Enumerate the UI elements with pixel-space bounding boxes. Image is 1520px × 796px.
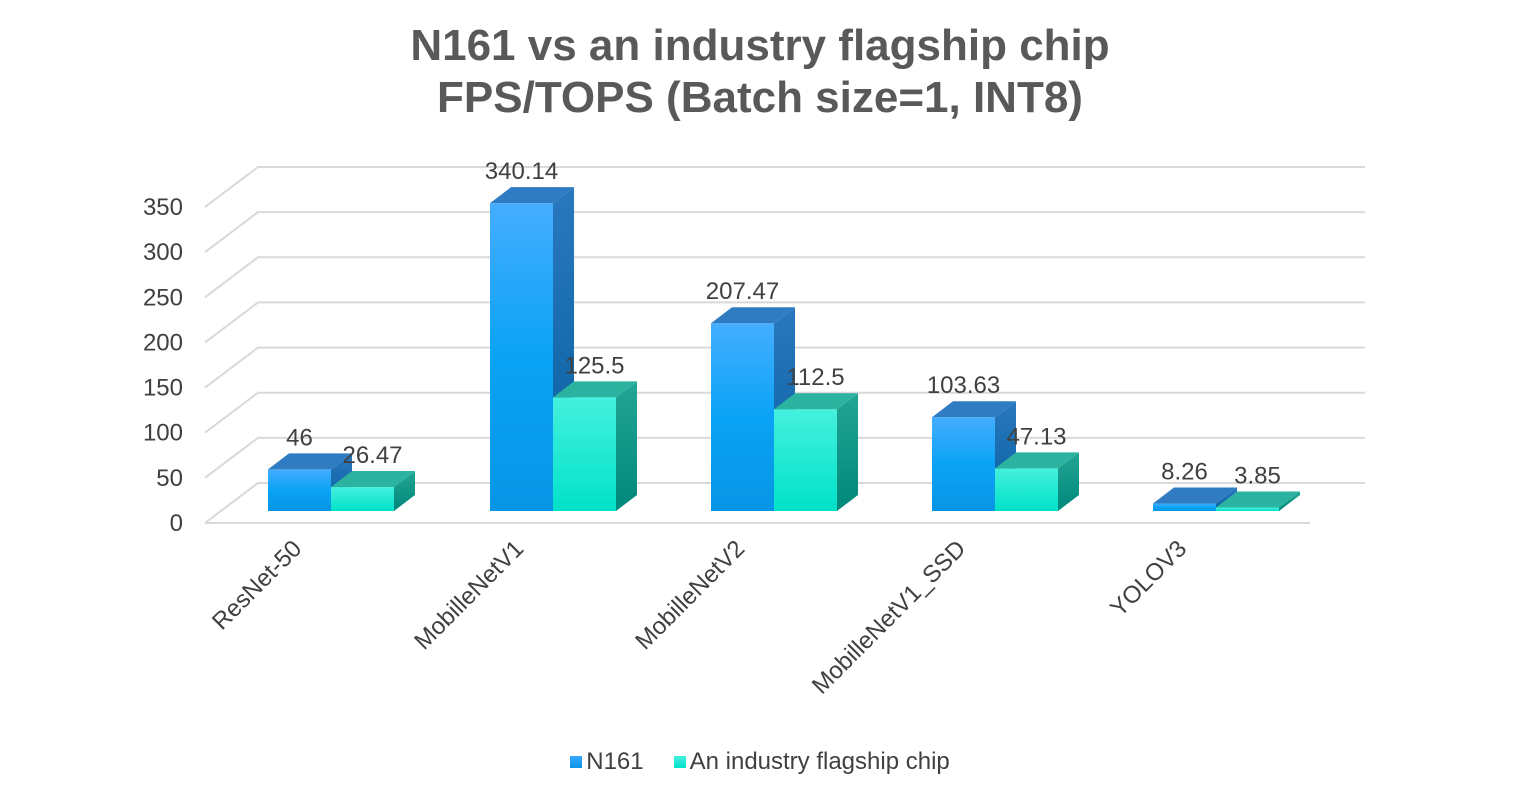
x-tick-label: YOLOV3 xyxy=(1105,535,1192,622)
x-tick-label: MobilleNetV2 xyxy=(630,535,750,655)
bar-top xyxy=(553,381,637,398)
data-label: 46 xyxy=(286,424,313,451)
data-label: 125.5 xyxy=(564,352,624,379)
bar-flagship xyxy=(553,397,616,511)
bar-top xyxy=(932,401,1016,418)
x-tick-label: MobilleNetV1 xyxy=(409,535,529,655)
bar-flagship xyxy=(331,487,394,511)
legend-item-n161: N161 xyxy=(570,748,644,776)
bar-top xyxy=(774,393,858,410)
bar-top xyxy=(331,471,415,488)
data-label: 340.14 xyxy=(485,158,558,185)
bar-side xyxy=(1058,452,1079,511)
legend-swatch-flagship xyxy=(673,756,686,768)
bar-top xyxy=(490,187,574,204)
bar-n161 xyxy=(490,203,553,512)
bar-top xyxy=(1216,491,1300,508)
bar-side xyxy=(1279,491,1300,511)
legend-swatch-n161 xyxy=(570,756,583,768)
chart-title-line-2: FPS/TOPS (Batch size=1, INT8) xyxy=(437,73,1083,122)
gridline xyxy=(204,211,1365,253)
bar-n161 xyxy=(711,323,774,511)
bar-flagship xyxy=(1216,507,1279,511)
data-label: 112.5 xyxy=(786,364,844,391)
data-label: 207.47 xyxy=(706,278,779,305)
y-tick-label: 150 xyxy=(143,375,183,402)
bar-top xyxy=(268,453,352,470)
bar-top xyxy=(711,307,795,324)
bar-flagship xyxy=(774,409,837,511)
bar-side xyxy=(616,381,637,511)
legend-label: N161 xyxy=(586,748,644,775)
x-tick-label: MobilleNetV1_SSD xyxy=(807,535,971,699)
bar-top xyxy=(995,452,1079,469)
gridline xyxy=(204,346,1365,389)
legend-label: An industry flagship chip xyxy=(689,748,950,775)
data-label: 103.63 xyxy=(927,372,1000,399)
bar-top xyxy=(1153,487,1237,504)
bar-flagship xyxy=(995,468,1058,511)
bar-n161 xyxy=(932,417,995,511)
y-tick-label: 250 xyxy=(143,284,183,311)
bar-side xyxy=(394,471,415,511)
y-tick-label: 50 xyxy=(156,465,183,492)
data-label: 8.26 xyxy=(1161,459,1208,486)
x-tick-label: ResNet-50 xyxy=(207,535,307,635)
legend: N161 An industry flagship chip xyxy=(0,748,1520,776)
y-tick-label: 0 xyxy=(170,510,183,537)
data-label: 3.85 xyxy=(1234,463,1281,490)
y-tick-label: 300 xyxy=(143,239,183,266)
gridline xyxy=(204,256,1365,299)
legend-item-flagship: An industry flagship chip xyxy=(673,748,950,776)
gridline xyxy=(204,391,1365,434)
y-tick-label: 200 xyxy=(143,329,183,356)
bar-n161 xyxy=(268,469,331,511)
chart-title-line-1: N161 vs an industry flagship chip xyxy=(410,21,1110,70)
gridline xyxy=(204,301,1365,344)
gridline xyxy=(204,166,1365,208)
data-label: 47.13 xyxy=(1006,423,1066,450)
y-tick-label: 350 xyxy=(143,194,183,221)
bar-side xyxy=(837,393,858,511)
data-label: 26.47 xyxy=(342,442,402,469)
y-tick-label: 100 xyxy=(143,420,183,447)
bar-n161 xyxy=(1153,503,1216,511)
